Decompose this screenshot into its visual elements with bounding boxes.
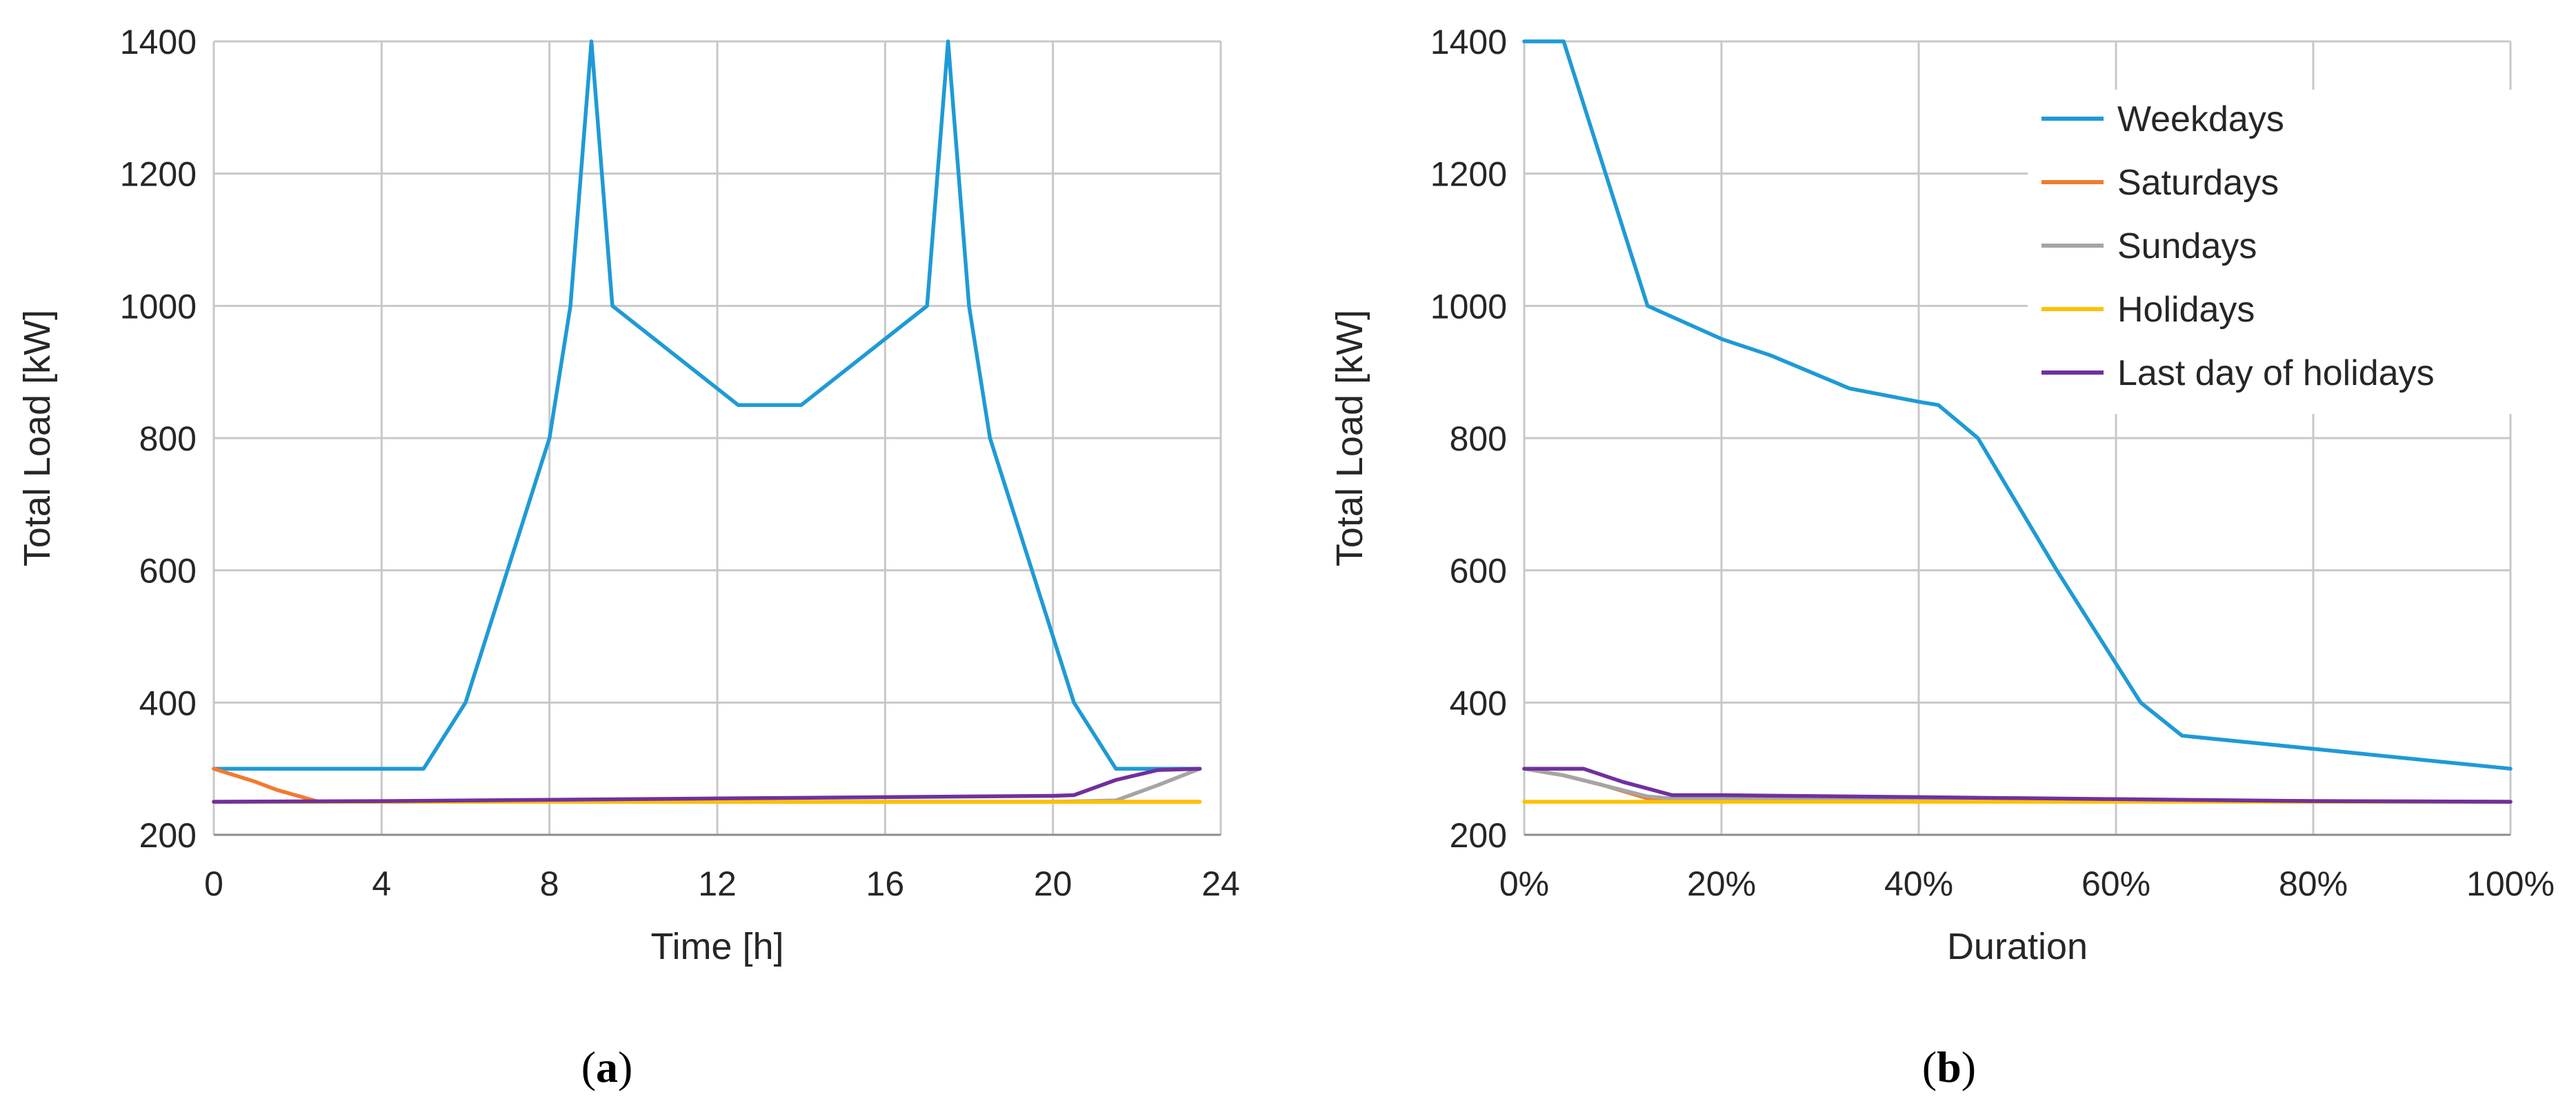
y-tick-label: 600 [139,552,197,591]
y-tick-label: 400 [1450,684,1507,722]
legend-label: Weekdays [2117,99,2284,139]
y-tick-label: 1000 [120,287,197,326]
legend-label: Holidays [2117,290,2255,330]
y-axis-title: Total Load [kW] [1329,310,1370,566]
panel-caption: (b) [1922,1042,1976,1091]
y-tick-label: 200 [139,816,197,855]
y-tick-label: 800 [1450,419,1507,458]
x-axis-title: Time [h] [650,926,783,967]
series-line-last-day-of-holidays [1522,767,2513,804]
series-line-sundays [1522,767,2513,804]
y-axis-title: Total Load [kW] [17,310,58,566]
series-line-last-day-of-holidays [212,767,1202,804]
legend-background [2028,90,2524,414]
y-tick-label: 800 [139,419,197,458]
legend-label: Saturdays [2117,163,2279,203]
x-tick-label: 80% [2279,864,2348,903]
x-tick-label: 20% [1687,864,1756,903]
series-line-weekdays [1522,39,2513,771]
x-axis-title: Duration [1947,926,2088,967]
legend-label: Last day of holidays [2117,353,2435,393]
y-tick-label: 400 [139,684,197,722]
x-tick-label: 60% [2081,864,2150,903]
legend: Weekdays Saturdays Sundays Holidays Last day… [2028,90,2524,414]
series-line-weekdays [212,39,1202,771]
y-tick-label: 1200 [120,155,197,194]
x-tick-label: 4 [372,864,391,903]
x-tick-label: 0% [1499,864,1549,903]
x-tick-label: 20 [1034,864,1072,903]
y-tick-label: 1000 [1430,287,1507,326]
legend-label: Sundays [2117,226,2257,266]
x-tick-label: 24 [1201,864,1240,903]
y-tick-label: 600 [1450,552,1507,591]
panel-caption: (a) [581,1042,633,1091]
x-tick-label: 12 [698,864,737,903]
y-tick-label: 1400 [1430,23,1507,61]
x-tick-label: 8 [540,864,559,903]
x-tick-label: 0 [204,864,223,903]
y-tick-label: 1400 [120,23,197,61]
chart-panel-a: 200 400 600 800 1000 1200 1400 0 4 8 12 16 20 24 Time … [17,23,1240,1091]
x-tick-label: 40% [1884,864,1953,903]
y-tick-label: 200 [1450,816,1507,855]
chart-panel-b: 200 400 600 800 1000 1200 1400 0% 20% 40% 60% 80% 10… [1329,23,2555,1091]
x-tick-label: 16 [866,864,905,903]
y-tick-label: 1200 [1430,155,1507,194]
x-tick-label: 100% [2466,864,2555,903]
